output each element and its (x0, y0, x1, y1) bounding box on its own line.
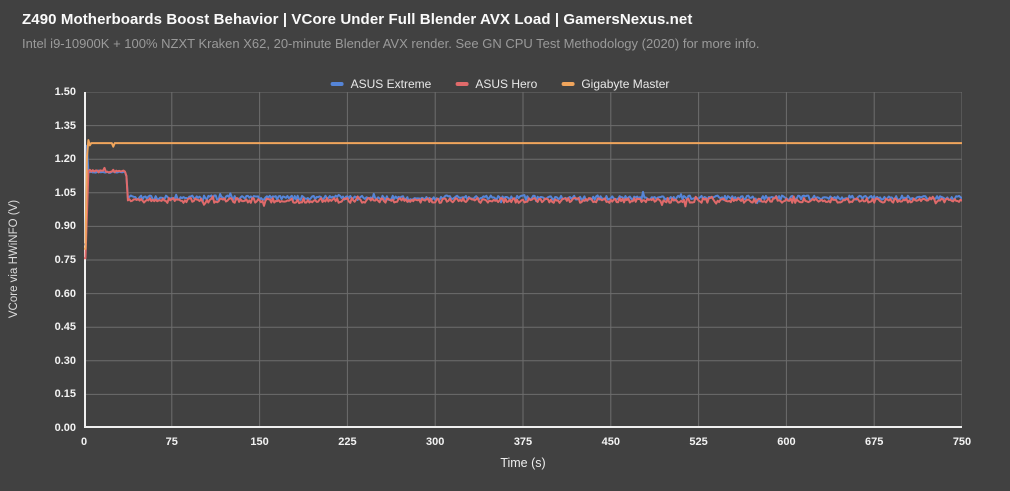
y-tick-label: 1.50 (54, 86, 76, 98)
plot-canvas (84, 92, 962, 428)
x-tick-label: 225 (338, 436, 357, 448)
x-axis-title: Time (s) (500, 456, 546, 470)
legend-label: ASUS Extreme (350, 77, 432, 91)
chart-subtitle: Intel i9-10900K + 100% NZXT Kraken X62, … (22, 36, 760, 51)
chart-title: Z490 Motherboards Boost Behavior | VCore… (22, 11, 693, 28)
legend-item-gigabyte-master: Gigabyte Master (561, 77, 669, 91)
y-tick-label: 0.30 (54, 354, 76, 367)
y-tick-label: 0.75 (54, 254, 76, 266)
x-tick-label: 300 (426, 436, 445, 448)
legend-item-asus-extreme: ASUS Extreme (330, 77, 432, 91)
legend-label: Gigabyte Master (581, 77, 670, 91)
x-tick-label: 0 (80, 436, 88, 448)
y-tick-label: 1.20 (54, 153, 76, 166)
series-line-gigabyte-master (84, 139, 962, 250)
y-tick-label: 0.45 (54, 321, 76, 334)
y-tick-label: 0.15 (54, 388, 76, 401)
legend-swatch-icon (561, 82, 575, 86)
y-tick-label: 0.00 (54, 422, 76, 434)
legend: ASUS Extreme ASUS Hero Gigabyte Master (330, 77, 669, 91)
x-tick-label: 525 (689, 436, 708, 448)
x-tick-label: 150 (250, 436, 269, 448)
y-tick-label: 0.90 (54, 220, 76, 233)
legend-item-asus-hero: ASUS Hero (455, 77, 537, 91)
x-tick-label: 375 (513, 436, 533, 448)
y-tick-label: 1.35 (54, 119, 76, 132)
series-line-asus-hero (84, 166, 962, 260)
x-tick-label: 450 (601, 436, 620, 448)
y-tick-label: 1.05 (54, 186, 76, 199)
legend-swatch-icon (455, 82, 469, 86)
legend-swatch-icon (330, 82, 344, 86)
legend-label: ASUS Hero (475, 77, 538, 91)
x-tick-label: 600 (777, 436, 796, 448)
x-tick-label: 750 (952, 436, 972, 448)
x-tick-label: 675 (865, 436, 884, 448)
y-tick-label: 0.60 (54, 287, 76, 300)
x-tick-label: 75 (165, 436, 178, 448)
